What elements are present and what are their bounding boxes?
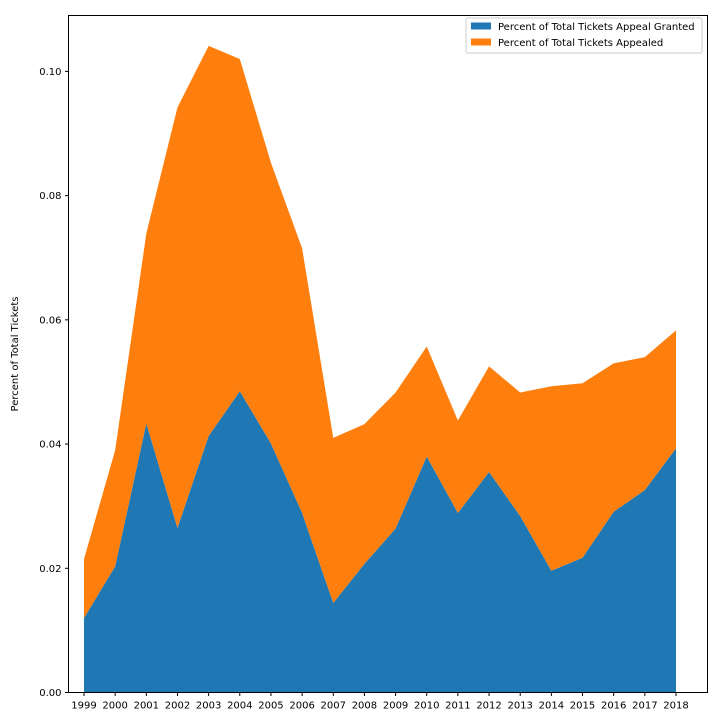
x-tick-label: 2013 bbox=[507, 701, 532, 712]
x-tick-label: 2007 bbox=[321, 701, 346, 712]
y-tick-label: 0.00 bbox=[39, 688, 61, 699]
y-tick-label: 0.06 bbox=[39, 315, 61, 326]
x-tick-label: 2016 bbox=[601, 701, 626, 712]
x-tick-label: 2015 bbox=[570, 701, 595, 712]
y-axis-label: Percent of Total Tickets bbox=[10, 297, 21, 412]
x-axis: 1999 2000 2001 2002 2003 2004 2005 2006 2007 2008… bbox=[71, 692, 689, 712]
x-tick-label: 2012 bbox=[476, 701, 501, 712]
x-tick-label: 2008 bbox=[352, 701, 377, 712]
legend-swatch-appealed bbox=[471, 38, 491, 46]
y-tick-label: 0.04 bbox=[39, 440, 61, 451]
x-tick-label: 2000 bbox=[102, 701, 127, 712]
x-tick-label: 2011 bbox=[445, 701, 470, 712]
y-tick-label: 0.10 bbox=[39, 67, 61, 78]
x-tick-label: 2014 bbox=[539, 701, 564, 712]
legend-label-granted: Percent of Total Tickets Appeal Granted bbox=[498, 22, 695, 33]
x-tick-label: 2003 bbox=[196, 701, 221, 712]
x-tick-label: 2006 bbox=[289, 701, 314, 712]
x-tick-label: 2002 bbox=[165, 701, 190, 712]
legend-label-appealed: Percent of Total Tickets Appealed bbox=[498, 38, 663, 49]
y-tick-label: 0.08 bbox=[39, 191, 61, 202]
legend-box bbox=[465, 17, 703, 54]
x-tick-label: 2004 bbox=[227, 701, 252, 712]
y-axis: 0.00 0.02 0.04 0.06 0.08 0.10 bbox=[39, 67, 69, 699]
legend-swatch-granted bbox=[471, 22, 491, 30]
y-tick-label: 0.02 bbox=[39, 564, 61, 575]
area-series-appealed bbox=[84, 45, 676, 618]
x-tick-label: 2017 bbox=[632, 701, 657, 712]
area-series-appeal-granted bbox=[84, 391, 676, 693]
plot-frame bbox=[68, 15, 708, 693]
x-tick-label: 2009 bbox=[383, 701, 408, 712]
x-tick-label: 2005 bbox=[258, 701, 283, 712]
area-series-group bbox=[84, 45, 676, 693]
x-tick-label: 2018 bbox=[663, 701, 688, 712]
x-tick-label: 2001 bbox=[134, 701, 159, 712]
legend: Percent of Total Tickets Appeal Granted … bbox=[465, 17, 703, 54]
x-tick-label: 1999 bbox=[71, 701, 96, 712]
x-tick-label: 2010 bbox=[414, 701, 439, 712]
